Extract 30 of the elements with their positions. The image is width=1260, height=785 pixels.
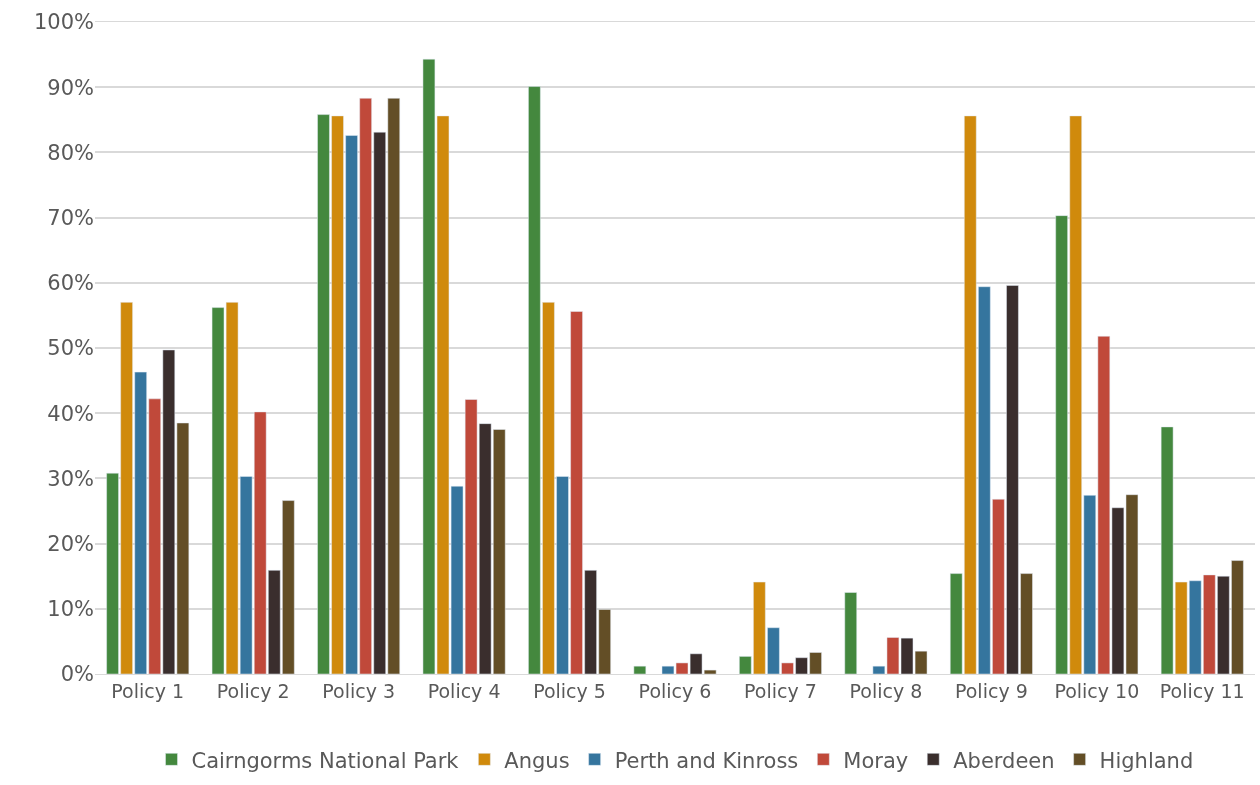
x-tick-label: Policy 3: [322, 679, 396, 702]
y-tick-label: 30%: [47, 466, 94, 491]
legend-label: Angus: [504, 748, 570, 773]
legend-label: Cairngorms National Park: [191, 748, 460, 773]
bar: [633, 665, 647, 674]
y-tick-label: 20%: [47, 531, 94, 556]
y-tick-label: 60%: [47, 271, 94, 296]
x-tick-label: Policy 1: [111, 679, 185, 702]
legend-label: Aberdeen: [953, 748, 1055, 773]
x-tick-label: Policy 10: [1054, 679, 1140, 702]
bar: [844, 592, 857, 674]
y-tick-label: 90%: [47, 75, 94, 100]
y-tick-label: 80%: [47, 140, 94, 165]
x-tick-label: Policy 7: [744, 679, 817, 702]
x-tick-label: Policy 6: [638, 679, 712, 702]
y-tick-label: 70%: [47, 205, 94, 230]
legend-label: Perth and Kinross: [614, 748, 799, 773]
x-tick-label: Policy 2: [216, 679, 290, 702]
x-tick-label: Policy 9: [954, 679, 1028, 702]
legend-label: Highland: [1099, 748, 1194, 773]
x-tick-label: Policy 8: [849, 679, 923, 702]
y-tick-label: 0%: [60, 662, 94, 687]
y-tick-label: 100%: [33, 10, 94, 35]
y-tick-label: 40%: [47, 401, 94, 426]
x-tick-label: Policy 4: [427, 679, 501, 702]
x-tick-label: Policy 11: [1159, 679, 1245, 702]
y-tick-label: 10%: [47, 597, 94, 622]
legend-label: Moray: [843, 748, 909, 773]
y-tick-label: 50%: [47, 336, 94, 361]
x-tick-label: Policy 5: [533, 679, 606, 702]
